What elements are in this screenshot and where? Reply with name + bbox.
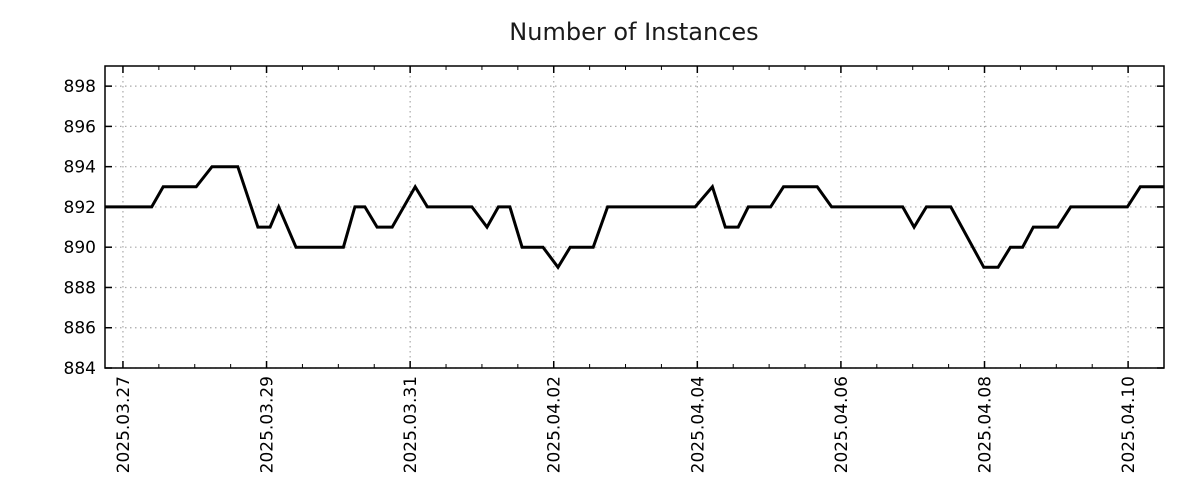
x-tick-labels: 2025.03.27 2025.03.29 2025.03.31 2025.04.02…	[114, 376, 1139, 473]
chart-title: Number of Instances	[509, 18, 758, 46]
y-tick-label: 894	[64, 158, 96, 178]
y-tick-label: 898	[64, 77, 96, 97]
series-line-instances	[105, 165, 1164, 270]
y-tick-label: 884	[64, 359, 96, 379]
x-tick-label: 2025.04.10	[1119, 376, 1139, 473]
x-tick-label: 2025.04.04	[688, 376, 708, 473]
x-tick-label: 2025.03.27	[114, 376, 134, 473]
gridlines	[105, 66, 1164, 369]
x-tick-label: 2025.04.06	[832, 376, 852, 473]
y-tick-label: 890	[64, 238, 96, 258]
y-tick-label: 888	[64, 278, 96, 298]
plot-frame	[104, 65, 1165, 369]
x-tick-label: 2025.03.31	[401, 376, 421, 473]
x-tick-label: 2025.04.08	[976, 376, 996, 473]
data-series	[105, 165, 1164, 270]
x-tick-label: 2025.03.29	[258, 376, 278, 473]
y-tick-label: 892	[64, 198, 96, 218]
y-tick-label: 886	[64, 319, 96, 339]
axis-ticks	[105, 66, 1164, 369]
y-tick-label: 896	[64, 117, 96, 137]
y-tick-labels: 884 886 888 890 892 894 896 898	[64, 77, 96, 379]
x-tick-label: 2025.04.02	[545, 376, 565, 473]
plot-border	[104, 65, 1165, 369]
